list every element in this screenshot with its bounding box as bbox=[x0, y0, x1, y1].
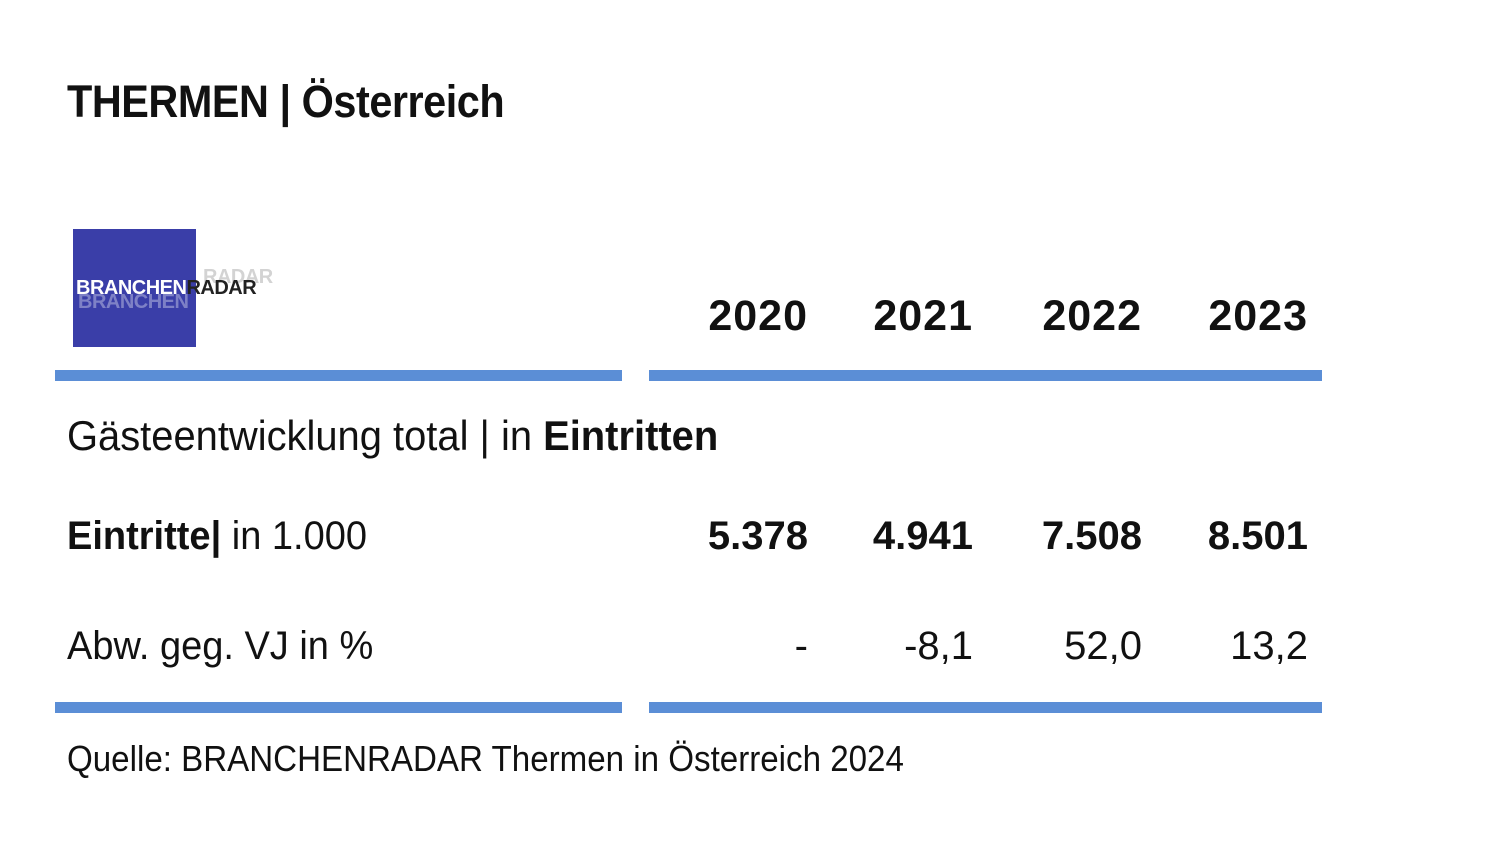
section-title-bold: Eintritten bbox=[543, 412, 719, 459]
row-label-text: Abw. geg. VJ in % bbox=[67, 624, 374, 668]
row-label-0: Eintritte| in 1.000 bbox=[67, 514, 367, 559]
row-label-text: in 1.000 bbox=[221, 514, 368, 558]
logo-text: BRANCHENRADAR bbox=[76, 277, 257, 300]
branchenradar-logo: BRANCHEN RADAR BRANCHENRADAR bbox=[73, 229, 283, 347]
table-cell-r0-2020: 5.378 bbox=[707, 514, 808, 558]
table-cell-r1-2022: 52,0 bbox=[1064, 624, 1142, 668]
row-label-bold: Eintritte bbox=[67, 514, 211, 558]
logo-ghost-text-radar: RADAR bbox=[203, 266, 273, 288]
table-cell-r1-2023: 13,2 bbox=[1230, 624, 1308, 668]
year-header-2023: 2023 bbox=[1208, 292, 1308, 340]
row-label-1: Abw. geg. VJ in % bbox=[67, 624, 373, 669]
table-cell-r1-2021: -8,1 bbox=[904, 624, 973, 668]
year-header-2020: 2020 bbox=[708, 292, 808, 340]
table-cell-r0-2021: 4.941 bbox=[872, 514, 973, 558]
section-title: Gästeentwicklung total | in Eintritten bbox=[67, 412, 718, 460]
divider-bottom-left bbox=[55, 702, 622, 713]
divider-top-right bbox=[649, 370, 1322, 381]
table-cell-r0-2022: 7.508 bbox=[1041, 514, 1142, 558]
divider-bottom-right bbox=[649, 702, 1322, 713]
logo-brand-text: BRANCHEN bbox=[76, 277, 187, 299]
row-label-separator: | bbox=[210, 514, 222, 558]
logo-box bbox=[73, 229, 196, 347]
divider-top-left bbox=[55, 370, 622, 381]
page-title: THERMEN | Österreich bbox=[67, 76, 505, 127]
section-title-prefix: Gästeentwicklung total | in bbox=[67, 412, 544, 459]
logo-radar-text: RADAR bbox=[186, 277, 257, 299]
table-cell-r1-2020: - bbox=[794, 624, 808, 668]
table-cell-r0-2023: 8.501 bbox=[1207, 514, 1308, 558]
source-note: Quelle: BRANCHENRADAR Thermen in Österre… bbox=[67, 738, 904, 779]
year-header-2021: 2021 bbox=[873, 292, 973, 340]
logo-ghost-text: BRANCHEN bbox=[78, 291, 189, 313]
year-header-2022: 2022 bbox=[1042, 292, 1142, 340]
